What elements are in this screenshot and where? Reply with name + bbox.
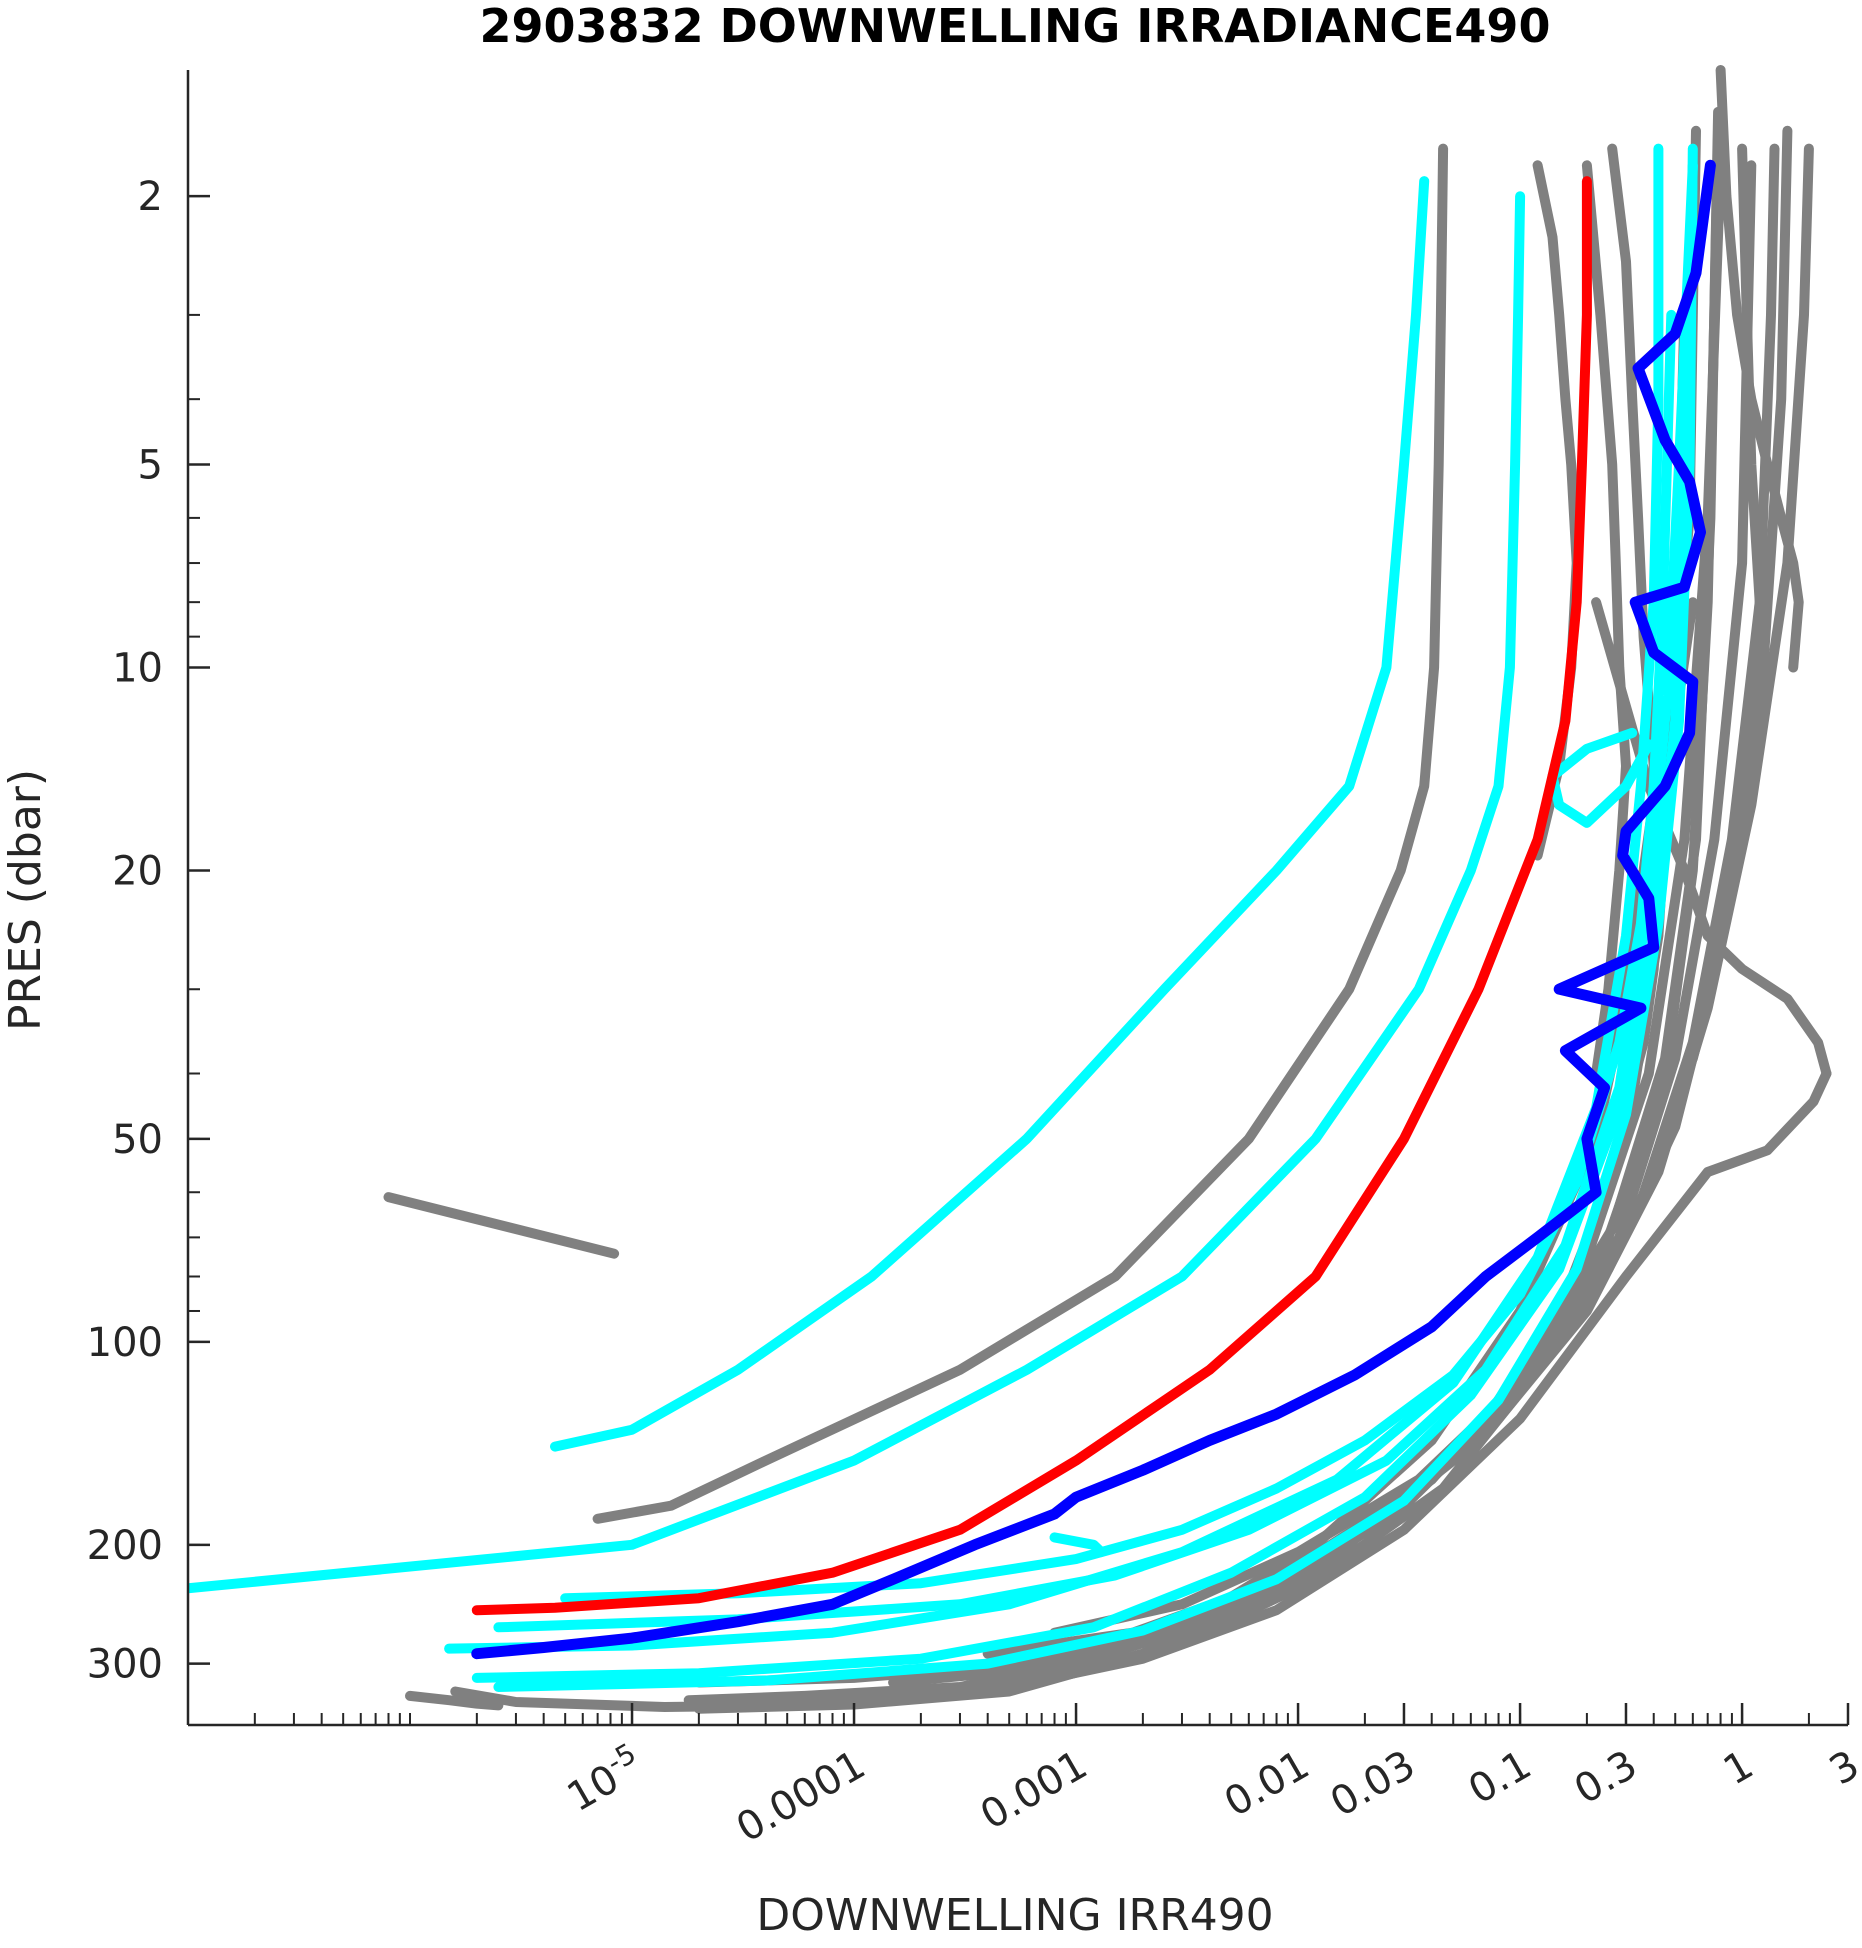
x-tick-label: 0.001	[973, 1742, 1095, 1839]
series-cyan-line-20	[550, 176, 1430, 1452]
series-gray-line-17	[1687, 143, 1765, 1064]
series-gray-line-8	[888, 125, 1724, 1688]
x-tick-label: 3	[1822, 1742, 1862, 1795]
y-tick-label: 300	[87, 1642, 163, 1688]
x-tick-label: 0.0001	[729, 1742, 873, 1852]
plot-area	[188, 65, 1832, 1714]
series-gray-line-11	[1049, 125, 1793, 1638]
y-tick-label: 100	[87, 1320, 163, 1366]
y-tick-label: 200	[87, 1523, 163, 1569]
x-tick-label: 0.1	[1461, 1742, 1539, 1814]
series-cyan-line-27	[1049, 1532, 1107, 1558]
y-tick-label: 10	[112, 646, 163, 692]
axes: 2 5 10 20 50 100 200 300 10-5 0.0001 0.001 0.01 0.03…	[87, 70, 1862, 1852]
series-blue-line-30	[471, 159, 1716, 1660]
y-tick-label: 50	[112, 1117, 163, 1163]
series-gray-line-18	[405, 1690, 504, 1711]
series-cyan-line-25	[493, 160, 1698, 1633]
series-red-line-29	[471, 176, 1592, 1616]
series-gray-line-0	[592, 143, 1449, 1524]
series-cyan-line-21	[188, 191, 1526, 1594]
x-tick-label: 0.03	[1323, 1742, 1423, 1826]
series-cyan-line-28	[1547, 727, 1654, 828]
series-cyan-line-24	[493, 143, 1698, 1692]
series-gray-line-4	[732, 160, 1757, 1710]
y-tick-label: 2	[138, 174, 163, 220]
series-group	[188, 65, 1832, 1714]
series-gray-line-13	[1581, 160, 1631, 1079]
y-tick-label: 20	[112, 848, 163, 894]
series-cyan-line-26	[560, 309, 1677, 1604]
y-axis-label: PRES (dbar)	[0, 769, 51, 1031]
series-gray-line-6	[849, 1068, 1832, 1704]
x-tick-label: 1	[1716, 1742, 1761, 1795]
x-tick-label: 0.3	[1567, 1742, 1645, 1814]
series-gray-line-15	[1715, 65, 1804, 673]
x-tick-label: 10-5	[557, 1737, 651, 1821]
chart-title: 2903832 DOWNWELLING IRRADIANCE490	[480, 0, 1551, 53]
x-axis-label: DOWNWELLING IRR490	[756, 1890, 1273, 1941]
x-tick-label: 0.01	[1217, 1742, 1317, 1826]
series-gray-line-2	[683, 309, 1690, 1706]
y-tick-label: 5	[138, 443, 163, 489]
series-gray-line-19	[383, 1192, 620, 1259]
